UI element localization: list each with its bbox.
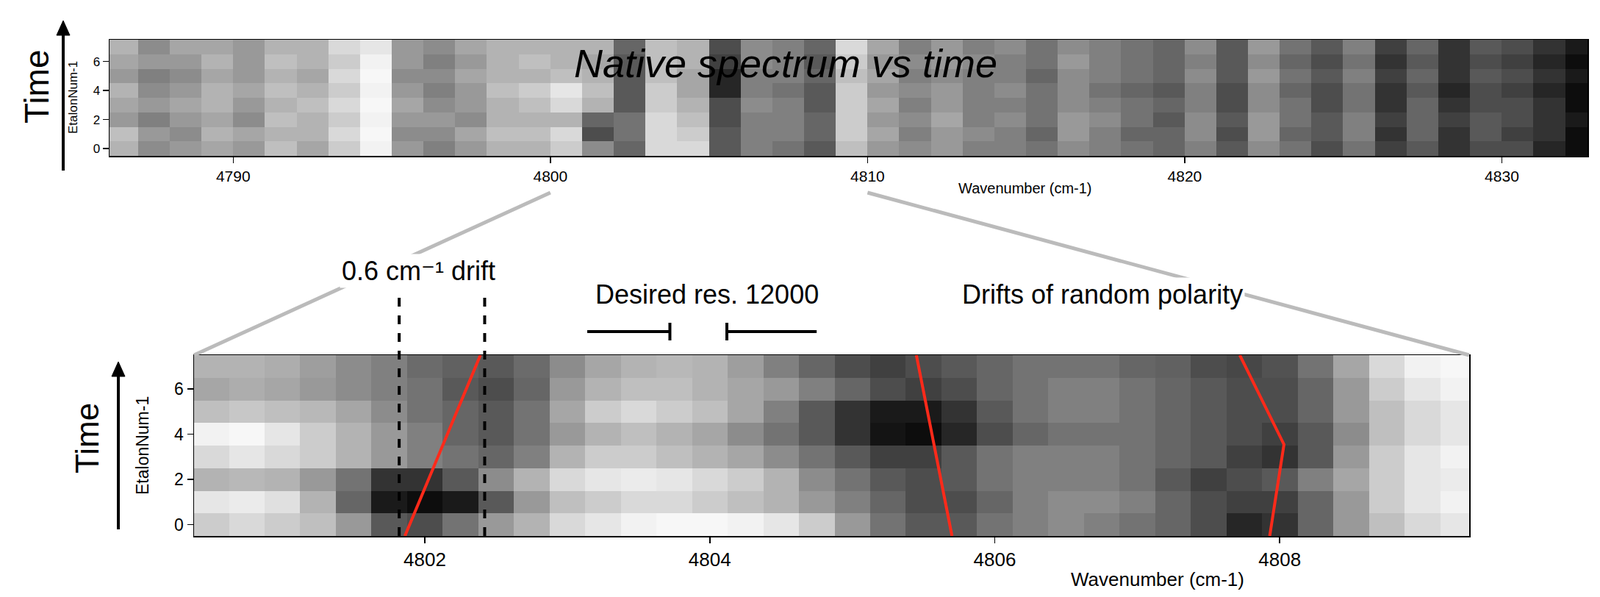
svg-text:Wavenumber (cm-1): Wavenumber (cm-1) [1070, 568, 1245, 591]
svg-text:0: 0 [93, 141, 100, 156]
svg-text:Drifts of random polarity: Drifts of random polarity [962, 279, 1243, 310]
svg-text:4790: 4790 [216, 167, 251, 185]
svg-text:4804: 4804 [688, 548, 732, 571]
svg-text:4800: 4800 [532, 167, 568, 185]
svg-text:4: 4 [174, 424, 184, 444]
svg-text:EtalonNum-1: EtalonNum-1 [133, 396, 153, 495]
svg-text:EtalonNum-1: EtalonNum-1 [66, 61, 81, 134]
svg-text:Desired res. 12000: Desired res. 12000 [595, 279, 819, 310]
svg-text:4830: 4830 [1484, 167, 1520, 185]
svg-text:6: 6 [93, 55, 100, 70]
svg-text:0.6 cm⁻¹ drift: 0.6 cm⁻¹ drift [341, 255, 496, 286]
svg-text:Time: Time [69, 402, 106, 474]
svg-text:4810: 4810 [850, 167, 885, 185]
svg-text:4808: 4808 [1258, 548, 1301, 571]
svg-text:0: 0 [174, 515, 184, 535]
svg-text:Time: Time [17, 49, 56, 124]
svg-text:4: 4 [93, 83, 100, 98]
svg-text:4820: 4820 [1167, 167, 1203, 185]
svg-text:Wavenumber (cm-1): Wavenumber (cm-1) [958, 180, 1093, 197]
svg-text:4806: 4806 [973, 548, 1017, 571]
svg-text:Native spectrum vs time: Native spectrum vs time [574, 41, 998, 86]
svg-text:4802: 4802 [403, 548, 447, 571]
svg-text:6: 6 [174, 379, 184, 399]
svg-text:2: 2 [174, 469, 184, 489]
svg-text:2: 2 [93, 113, 100, 128]
